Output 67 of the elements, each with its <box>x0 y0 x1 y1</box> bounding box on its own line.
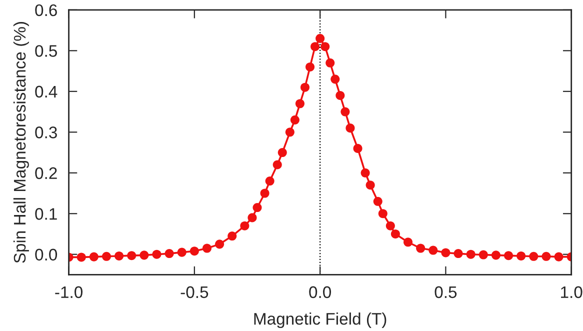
point <box>554 252 564 262</box>
point <box>326 58 335 68</box>
point <box>278 148 287 158</box>
point <box>454 249 463 258</box>
point <box>353 144 362 153</box>
x-tick-label: -0.5 <box>180 286 208 298</box>
y-tick-label: 0.4 <box>35 86 58 98</box>
point <box>152 250 162 259</box>
point <box>228 232 237 241</box>
point <box>346 124 355 133</box>
point <box>140 250 149 260</box>
point <box>478 250 488 260</box>
point <box>102 252 111 261</box>
point <box>252 202 262 212</box>
point <box>265 176 274 186</box>
point <box>76 252 86 262</box>
point <box>441 248 450 258</box>
point <box>127 251 136 260</box>
point <box>404 238 413 247</box>
point <box>202 244 212 253</box>
point <box>340 107 350 116</box>
point <box>248 213 257 222</box>
point <box>416 244 426 253</box>
point <box>306 62 315 72</box>
point <box>272 160 282 170</box>
x-axis-title: Magnetic Field (T) <box>254 312 386 328</box>
point <box>390 229 400 239</box>
point <box>285 128 294 137</box>
point <box>428 246 438 255</box>
x-tick-label: 0.5 <box>434 286 457 298</box>
point <box>300 82 310 92</box>
point <box>89 252 98 262</box>
point <box>516 251 526 261</box>
point <box>336 90 345 100</box>
point <box>360 168 370 178</box>
point <box>378 209 388 218</box>
point <box>366 180 375 190</box>
y-tick-label: 0.2 <box>35 167 57 180</box>
point <box>177 248 186 257</box>
x-tick-label: 0.0 <box>309 286 331 298</box>
y-tick-label: 0.6 <box>35 4 57 16</box>
point <box>295 99 304 108</box>
point <box>164 249 174 258</box>
point <box>260 188 270 198</box>
point <box>290 115 300 124</box>
point <box>373 196 382 206</box>
x-tick-label: 1.0 <box>561 286 582 298</box>
y-tick-label: 0.3 <box>35 126 57 138</box>
point <box>330 74 340 84</box>
point <box>491 250 500 260</box>
point <box>316 34 325 43</box>
point <box>529 252 538 261</box>
y-tick-label: 0.1 <box>35 208 57 220</box>
point <box>504 251 514 260</box>
point <box>542 252 551 261</box>
point <box>466 250 476 259</box>
point <box>190 246 199 256</box>
y-tick-label: 0.5 <box>35 45 57 57</box>
point <box>240 221 250 230</box>
point <box>310 42 320 52</box>
point <box>386 221 395 230</box>
point <box>215 240 224 249</box>
x-tick-label: -1.0 <box>55 286 83 298</box>
point <box>114 251 124 261</box>
y-axis-title: Spin Hall Magnetoresistance (%) <box>13 22 29 263</box>
y-tick-label: 0.0 <box>35 248 58 261</box>
point <box>320 42 330 52</box>
